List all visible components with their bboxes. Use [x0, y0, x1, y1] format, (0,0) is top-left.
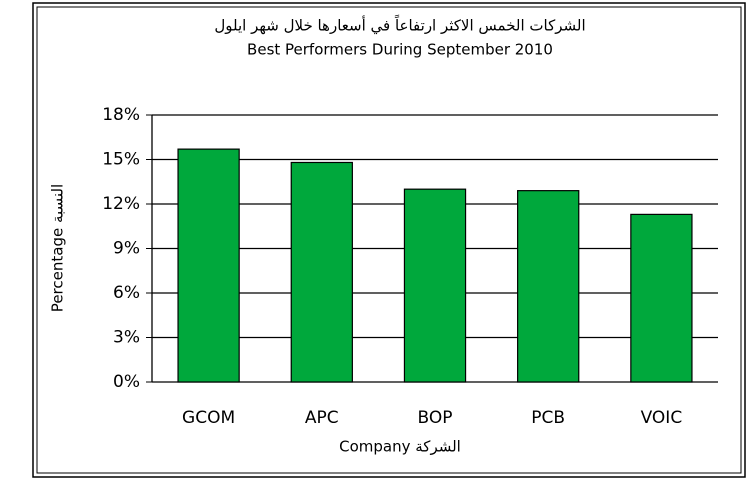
y-axis-label: Percentage النسبة: [49, 184, 67, 312]
bar: [517, 190, 580, 383]
y-tick-label: 0%: [113, 372, 140, 392]
y-tick-label: 3%: [113, 328, 140, 348]
x-tick-label: APC: [305, 408, 339, 428]
bar: [630, 213, 693, 383]
x-tick-label: BOP: [418, 408, 453, 428]
chart-subtitle: Best Performers During September 2010: [247, 41, 553, 59]
bar: [177, 148, 240, 383]
x-axis-label: Company الشركة: [339, 438, 461, 456]
y-tick-label: 18%: [102, 105, 140, 125]
inner-frame: [36, 6, 742, 474]
y-tick-label: 9%: [113, 239, 140, 259]
bar: [403, 188, 467, 383]
x-tick-label: GCOM: [182, 408, 235, 428]
bar: [290, 161, 353, 383]
x-tick-label: PCB: [531, 408, 565, 428]
x-tick-label: VOIC: [641, 408, 683, 428]
outer-frame: [32, 2, 746, 478]
y-tick-label: 12%: [102, 194, 140, 214]
chart-title: الشركات الخمس الاكثر ارتفاعاً في أسعارها…: [214, 14, 585, 35]
y-tick-label: 6%: [113, 283, 140, 303]
y-tick-label: 15%: [102, 150, 140, 170]
